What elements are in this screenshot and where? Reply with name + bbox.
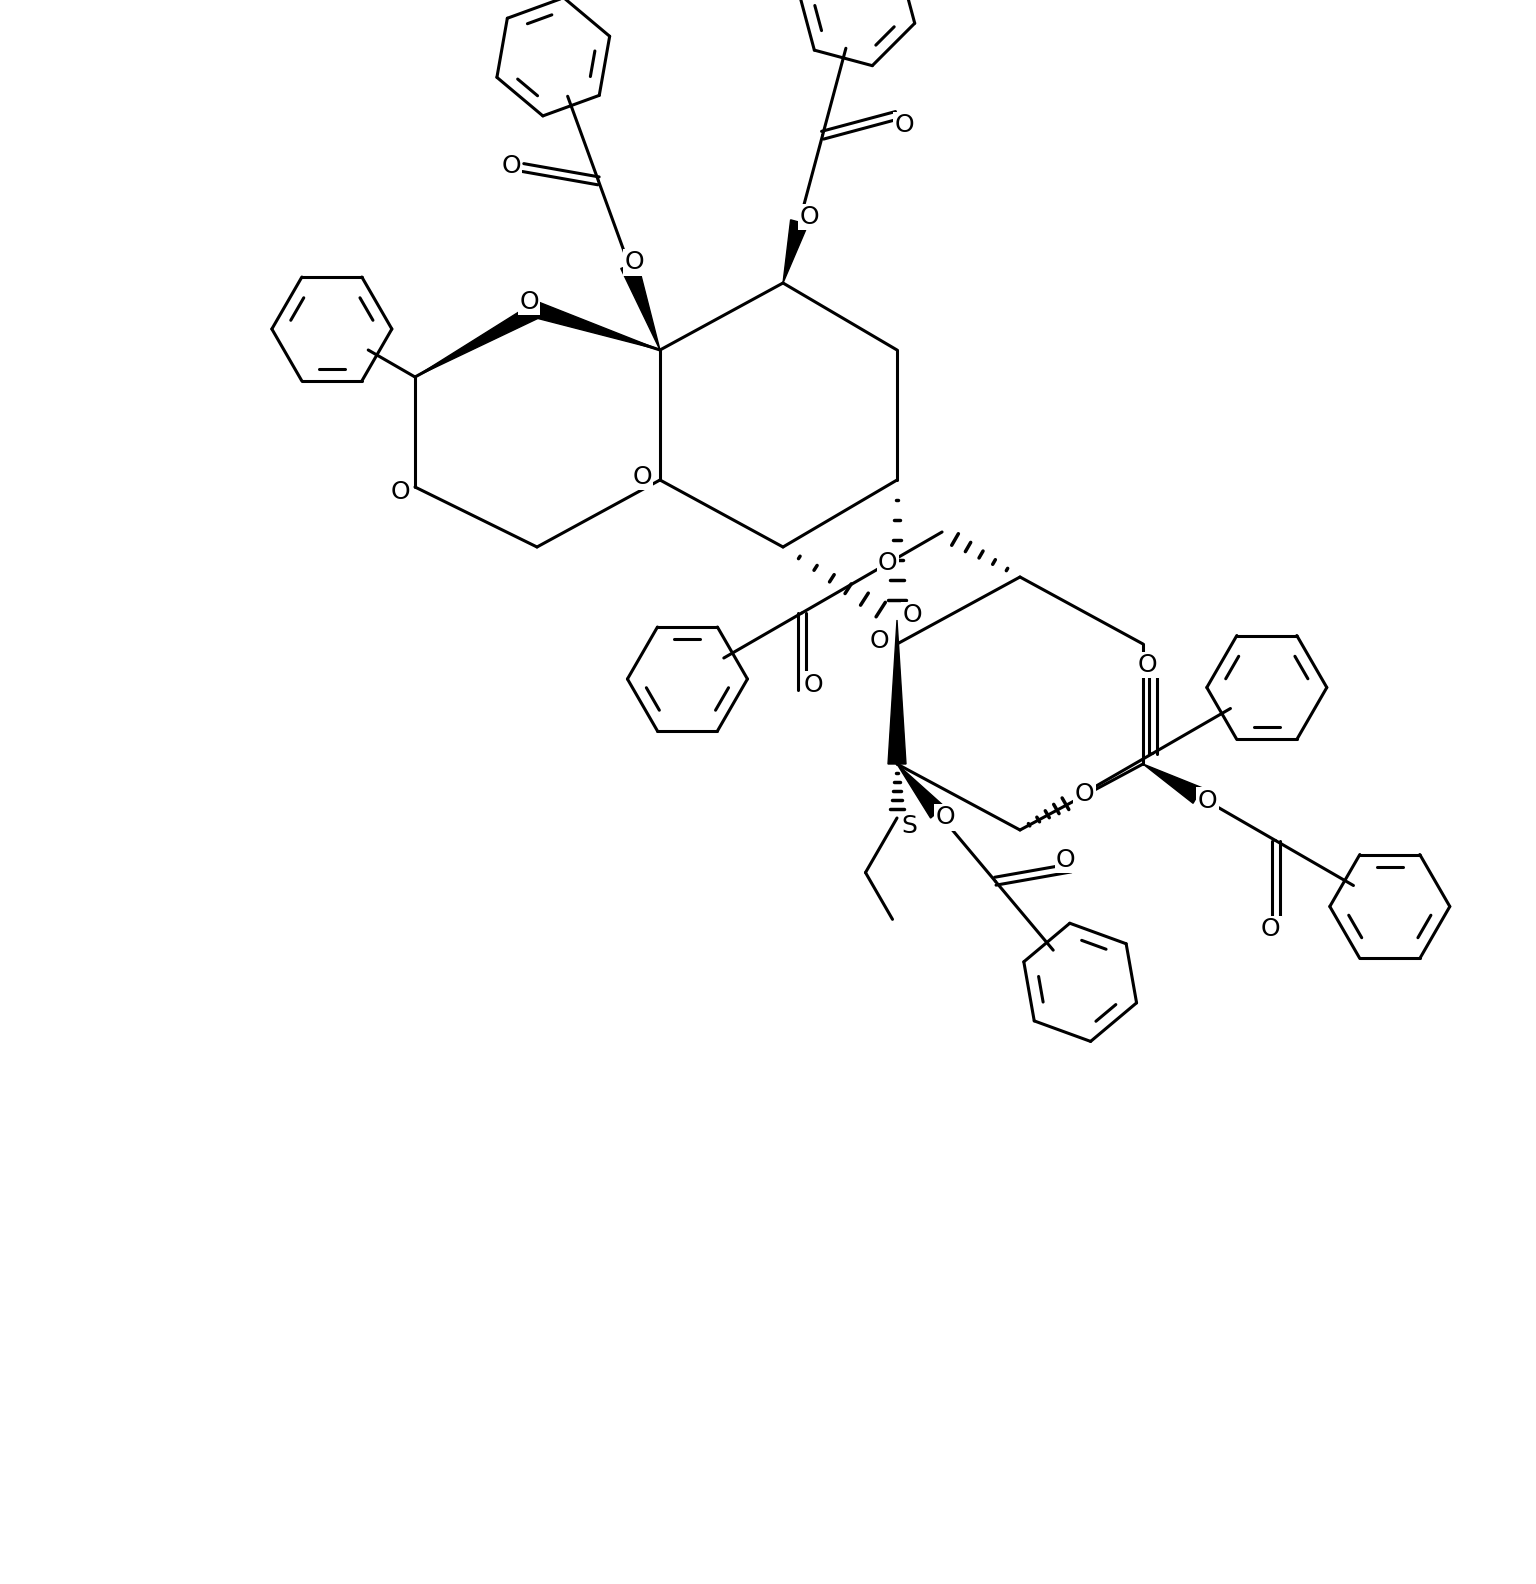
Text: O: O — [390, 480, 410, 504]
Polygon shape — [535, 303, 660, 350]
Text: O: O — [1138, 653, 1157, 676]
Polygon shape — [415, 303, 541, 377]
Text: O: O — [633, 466, 651, 489]
Polygon shape — [888, 619, 906, 763]
Text: O: O — [935, 805, 955, 830]
Text: O: O — [625, 250, 644, 274]
Text: O: O — [501, 154, 521, 177]
Text: O: O — [902, 604, 922, 627]
Polygon shape — [621, 263, 660, 350]
Text: O: O — [1261, 917, 1281, 941]
Text: O: O — [800, 206, 819, 230]
Text: O: O — [1055, 847, 1075, 871]
Polygon shape — [783, 220, 808, 284]
Polygon shape — [897, 763, 945, 817]
Text: S: S — [902, 814, 917, 838]
Text: O: O — [1075, 781, 1094, 806]
Text: O: O — [1198, 789, 1218, 813]
Text: O: O — [803, 673, 823, 697]
Text: O: O — [869, 629, 889, 653]
Text: O: O — [879, 551, 897, 575]
Text: O: O — [519, 290, 539, 314]
Text: O: O — [894, 114, 914, 138]
Polygon shape — [1143, 763, 1203, 803]
